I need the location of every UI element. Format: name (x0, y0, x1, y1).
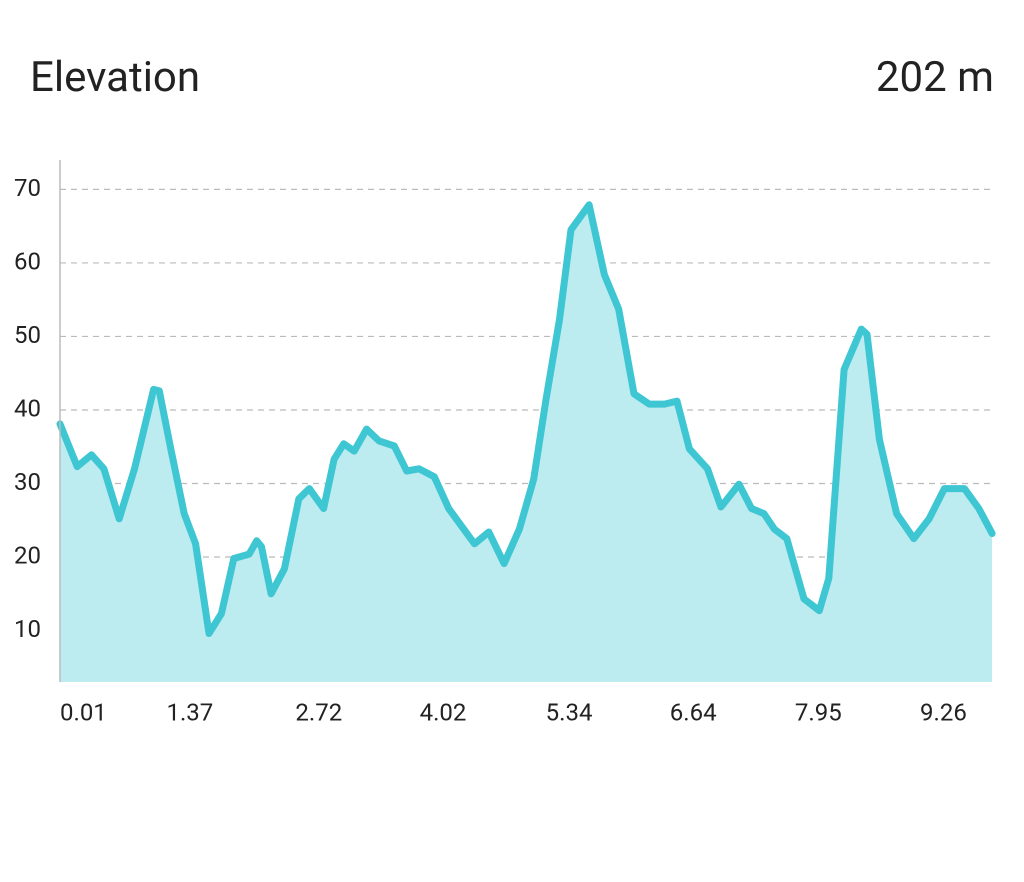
x-tick-label: 7.95 (795, 698, 842, 726)
x-tick-label: 6.64 (670, 698, 717, 726)
y-tick-label: 10 (14, 615, 41, 643)
y-tick-label: 50 (14, 321, 41, 349)
x-tick-label: 9.26 (920, 698, 967, 726)
y-tick-label: 70 (14, 174, 41, 202)
y-tick-label: 30 (14, 468, 41, 496)
x-tick-label: 1.37 (166, 698, 213, 726)
y-tick-label: 60 (14, 247, 41, 275)
x-tick-label: 0.01 (60, 698, 107, 726)
x-tick-label: 5.34 (546, 698, 593, 726)
y-tick-label: 40 (14, 394, 41, 422)
x-tick-label: 2.72 (295, 698, 342, 726)
area (60, 204, 993, 683)
chart-title: Elevation (30, 53, 200, 102)
summary-value: 202 m (876, 53, 994, 102)
y-tick-label: 20 (14, 541, 41, 569)
line (56, 201, 996, 637)
x-tick-label: 4.02 (420, 698, 467, 726)
